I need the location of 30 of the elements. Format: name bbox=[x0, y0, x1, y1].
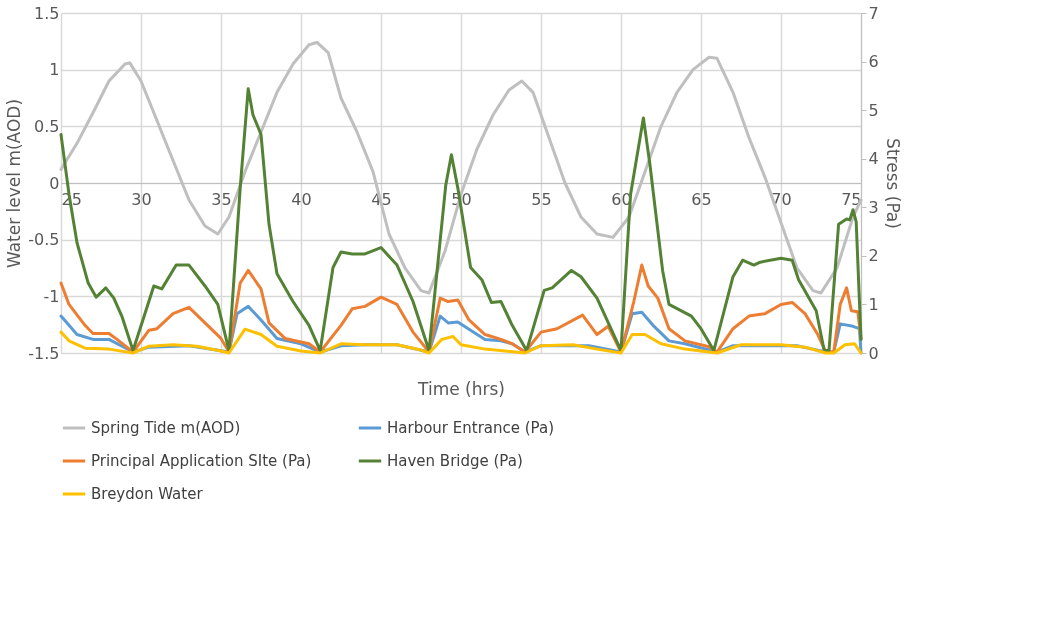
legend-label: Breydon Water bbox=[91, 485, 204, 503]
y2-tick-label: 5 bbox=[868, 100, 879, 120]
y2-tick-label: 0 bbox=[868, 343, 879, 363]
y2-axis-title: Stress (Pa) bbox=[882, 138, 903, 229]
legend-label: Harbour Entrance (Pa) bbox=[387, 419, 555, 437]
y2-tick-label: 1 bbox=[868, 294, 879, 314]
y-tick-label: 1.5 bbox=[34, 3, 60, 23]
y-tick-label: 0.5 bbox=[34, 116, 60, 136]
y2-tick-label: 7 bbox=[868, 3, 879, 23]
y2-tick-label: 6 bbox=[868, 52, 879, 72]
y-axis-title: Water level m(AOD) bbox=[4, 98, 25, 269]
x-tick-label: 75 bbox=[841, 189, 862, 209]
y-tick-label: -1.5 bbox=[28, 343, 60, 363]
x-tick-label: 35 bbox=[211, 189, 232, 209]
y2-tick-label: 4 bbox=[868, 149, 879, 169]
y-tick-label: 0 bbox=[49, 173, 60, 193]
y2-tick-label: 2 bbox=[868, 246, 879, 266]
x-tick-label: 70 bbox=[771, 189, 792, 209]
y-tick-label: 1 bbox=[49, 60, 60, 80]
x-axis-title: Time (hrs) bbox=[417, 378, 505, 399]
y-tick-label: -1 bbox=[43, 286, 60, 306]
x-tick-label: 65 bbox=[691, 189, 712, 209]
x-tick-label: 40 bbox=[291, 189, 312, 209]
y2-tick-label: 3 bbox=[868, 197, 879, 217]
y-tick-label: -0.5 bbox=[28, 230, 60, 250]
x-tick-label: 55 bbox=[531, 189, 552, 209]
legend-label: Haven Bridge (Pa) bbox=[387, 452, 523, 470]
x-tick-label: 30 bbox=[131, 189, 152, 209]
legend-label: Principal Application SIte (Pa) bbox=[91, 452, 312, 470]
legend-label: Spring Tide m(AOD) bbox=[91, 419, 241, 437]
